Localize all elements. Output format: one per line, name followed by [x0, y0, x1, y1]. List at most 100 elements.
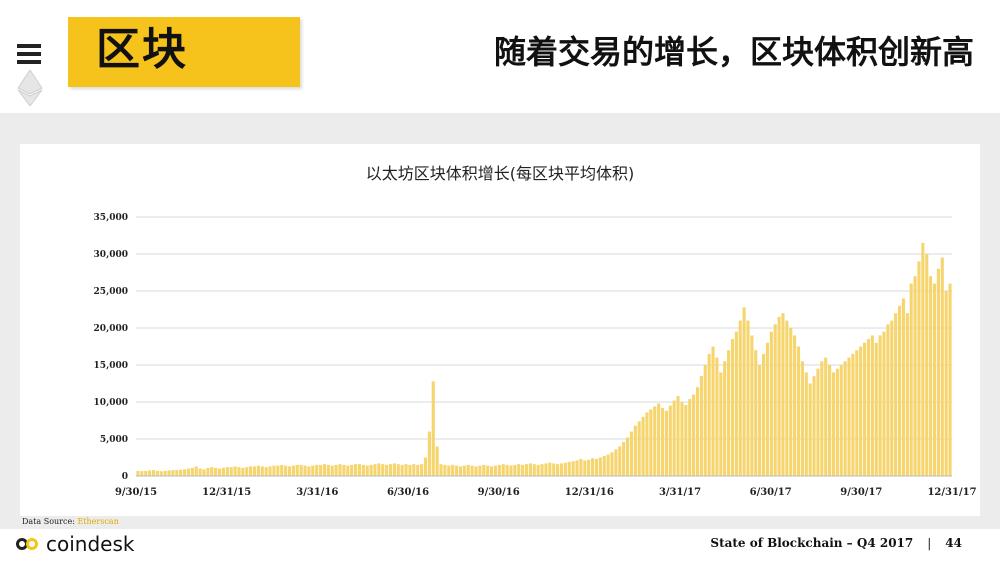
bar — [765, 342, 769, 476]
bar — [412, 464, 416, 476]
coindesk-logo: coindesk — [16, 532, 134, 556]
bar — [303, 465, 307, 476]
data-source: Data Source: Etherscan — [22, 517, 119, 526]
bar — [198, 468, 202, 476]
bar — [859, 346, 863, 476]
bar — [707, 353, 711, 476]
bar — [319, 464, 323, 476]
bar — [252, 466, 257, 476]
bar — [299, 464, 303, 476]
bar — [863, 342, 867, 476]
bar — [750, 335, 754, 476]
x-tick-label: 9/30/17 — [840, 487, 882, 498]
data-source-link[interactable]: Etherscan — [77, 517, 119, 526]
page-number: 44 — [945, 536, 962, 550]
bar — [159, 471, 163, 476]
bar — [719, 372, 723, 476]
bar — [637, 421, 641, 476]
bar — [734, 331, 738, 476]
bar — [287, 466, 292, 476]
bar — [353, 464, 358, 476]
bar — [563, 462, 567, 476]
bar — [727, 350, 731, 476]
bar — [237, 467, 241, 476]
bar — [455, 465, 459, 476]
bar — [730, 339, 735, 476]
bar — [804, 372, 808, 476]
bar — [377, 463, 381, 476]
menu-icon[interactable] — [17, 44, 41, 64]
bar — [544, 463, 548, 476]
bar — [591, 458, 595, 476]
bar — [443, 464, 447, 476]
bar — [210, 467, 214, 476]
bar — [420, 464, 424, 476]
bar — [633, 425, 637, 476]
y-tick-label: 25,000 — [94, 287, 128, 297]
bar — [816, 368, 820, 476]
bar — [217, 468, 222, 476]
bar — [820, 361, 824, 476]
bar — [587, 459, 591, 476]
bar — [167, 470, 171, 476]
bar — [664, 410, 668, 476]
bar — [559, 463, 564, 476]
bar — [338, 464, 342, 476]
bar — [614, 449, 618, 476]
bar — [781, 313, 785, 476]
bar — [824, 357, 828, 476]
bar — [847, 357, 851, 476]
bar — [901, 298, 905, 476]
footer-band — [0, 529, 1000, 563]
bar — [703, 365, 707, 476]
bar — [408, 464, 412, 476]
bar — [742, 307, 746, 476]
bar — [625, 437, 630, 476]
bar — [326, 464, 330, 476]
bar — [754, 350, 758, 476]
bar — [660, 407, 665, 476]
bar — [688, 399, 692, 476]
bar — [501, 464, 505, 476]
bar — [155, 470, 159, 476]
bar — [843, 361, 847, 476]
bar — [447, 465, 451, 476]
x-tick-label: 3/31/17 — [659, 487, 701, 498]
y-tick-label: 0 — [122, 472, 128, 482]
bar — [536, 464, 540, 476]
bar — [831, 372, 836, 476]
bar — [606, 454, 610, 476]
bar — [521, 464, 525, 476]
bar — [489, 466, 494, 476]
bar — [478, 465, 482, 476]
bar — [723, 361, 727, 476]
bar — [307, 466, 311, 476]
section-highlight — [68, 17, 300, 87]
bar — [221, 467, 225, 476]
chart-title: 以太坊区块体积增长(每区块平均体积) — [365, 164, 635, 183]
footer-separator: | — [927, 536, 932, 550]
bar — [835, 368, 839, 476]
bar — [738, 320, 742, 476]
bar — [695, 387, 700, 476]
bar — [311, 465, 315, 476]
y-tick-label: 5,000 — [100, 435, 128, 445]
bar — [839, 365, 843, 476]
bar — [392, 463, 396, 476]
bar — [482, 464, 486, 476]
bar — [602, 456, 606, 476]
bar — [932, 283, 937, 476]
bar — [890, 320, 894, 476]
bar — [373, 464, 377, 476]
bar — [793, 335, 797, 476]
bar — [552, 463, 556, 476]
bar — [866, 339, 871, 476]
bar — [668, 405, 672, 476]
bar — [618, 446, 622, 476]
bar — [649, 409, 653, 476]
bar — [769, 331, 773, 476]
chart-card: 以太坊区块体积增长(每区块平均体积) 0 5,000 10,000 15,000 20,… — [20, 144, 980, 516]
section-title: 区块 — [96, 24, 188, 75]
bar — [789, 328, 793, 476]
bar — [894, 313, 898, 476]
